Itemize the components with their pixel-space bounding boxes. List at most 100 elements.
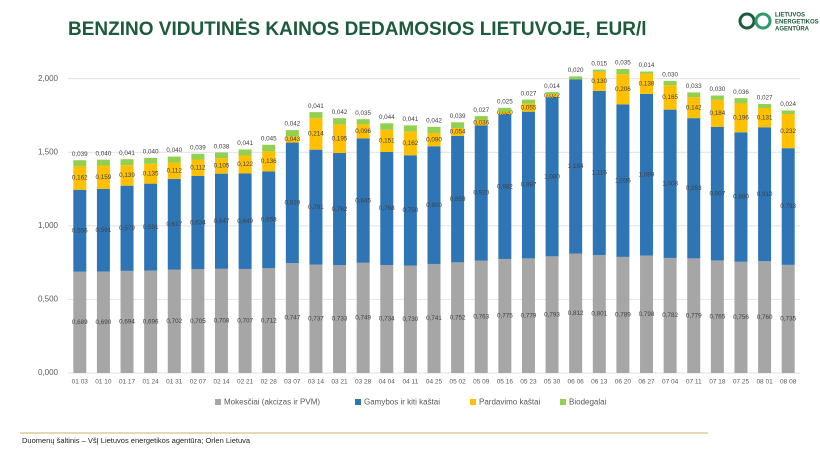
data-label: 0,054: [450, 129, 466, 136]
data-label: 0,036: [733, 89, 749, 96]
bar-segment: [498, 111, 512, 115]
bar-segment: [309, 149, 323, 265]
data-label: 0,779: [686, 312, 702, 319]
logo-text: LIETUVOS: [775, 13, 805, 19]
bar-segment: [616, 74, 630, 105]
data-label: 0,035: [355, 110, 371, 117]
x-tick-label: 06 13: [591, 379, 608, 386]
bar-segment: [167, 269, 181, 373]
bar-segment: [403, 155, 417, 266]
data-label: 0,195: [332, 135, 348, 142]
bar-segment: [262, 268, 276, 373]
data-label: 0,042: [332, 109, 348, 116]
x-tick-label: 05 23: [520, 379, 537, 386]
data-label: 0,027: [473, 107, 489, 114]
data-label: 0,953: [686, 185, 702, 192]
data-label: 0,800: [426, 202, 442, 209]
y-tick-label: 2,000: [38, 74, 59, 83]
bar-segment: [214, 173, 228, 269]
data-label: 0,579: [119, 225, 135, 232]
bar-segment: [214, 152, 228, 159]
bar-segment: [521, 103, 535, 112]
data-label: 0,040: [166, 147, 182, 154]
logo: LIETUVOS ENERGETIKOS AGENTŪRA: [738, 12, 819, 33]
data-label: 0,027: [521, 90, 537, 97]
bar-segment: [120, 270, 134, 373]
data-label: 0,184: [709, 110, 725, 117]
data-label: 0,910: [757, 191, 773, 198]
data-label: 1,080: [544, 174, 560, 181]
x-tick-label: 03 21: [331, 379, 348, 386]
bar-segment: [521, 111, 535, 259]
data-label: 0,055: [521, 104, 537, 111]
bar-segment: [687, 118, 701, 259]
data-label: 0,880: [733, 194, 749, 201]
data-label: 0,798: [639, 311, 655, 318]
legend-label: Biodegalai: [569, 398, 607, 407]
bar-segment: [214, 158, 228, 174]
data-label: 0,096: [355, 128, 371, 135]
data-label: 0,022: [544, 92, 560, 99]
data-label: 0,694: [119, 319, 135, 326]
bar-segment: [120, 165, 134, 186]
bar-segment: [640, 93, 654, 256]
bar-segment: [640, 71, 654, 74]
chart-title: BENZINO VIDUTINĖS KAINOS DEDAMOSIOS LIET…: [68, 19, 647, 40]
x-tick-label: 02 28: [261, 379, 278, 386]
x-tick-label: 06 06: [568, 379, 585, 386]
bar-segment: [238, 173, 252, 269]
bar-segment: [144, 183, 158, 271]
data-label: 0,043: [284, 136, 300, 143]
bar-segment: [73, 160, 87, 166]
bar-segment: [144, 163, 158, 184]
x-tick-label: 07 18: [709, 379, 726, 386]
x-tick-label: 01 03: [72, 379, 89, 386]
bar-segment: [734, 261, 748, 373]
x-tick-label: 01 10: [95, 379, 112, 386]
data-label: 0,165: [662, 94, 678, 101]
legend-swatch: [355, 399, 361, 405]
data-label: 0,779: [521, 312, 537, 319]
data-label: 0,041: [308, 103, 324, 110]
bar-segment: [262, 144, 276, 152]
bar-segment: [238, 155, 252, 174]
bar-segment: [356, 119, 370, 125]
data-label: 0,647: [214, 218, 230, 225]
data-label: 0,131: [757, 114, 773, 121]
y-tick-label: 1,000: [38, 221, 59, 230]
data-label: 0,025: [497, 99, 513, 106]
logo-text: AGENTŪRA: [775, 26, 810, 33]
bar-segment: [451, 135, 465, 263]
bar-segment: [356, 262, 370, 373]
data-label: 0,793: [780, 203, 796, 210]
data-label: 0,782: [662, 312, 678, 319]
bar-segment: [758, 127, 772, 262]
legend-label: Gamybos ir kiti kaštai: [364, 398, 440, 407]
bar-segment: [144, 270, 158, 373]
data-label: 0,812: [568, 310, 584, 317]
bar-segment: [521, 99, 535, 104]
bar-segment: [758, 261, 772, 373]
bar-segment: [427, 263, 441, 373]
bar-segment: [687, 97, 701, 119]
bar-segment: [710, 99, 724, 127]
data-label: 0,741: [426, 315, 442, 322]
logo-mark: [738, 12, 756, 30]
data-label: 0,819: [284, 200, 300, 207]
y-tick-label: 0,500: [38, 295, 59, 304]
data-label: 0,039: [72, 151, 88, 158]
data-label: 0,015: [591, 60, 607, 67]
bar-segment: [545, 94, 559, 98]
data-label: 0,214: [308, 131, 324, 138]
bar-segment: [380, 123, 394, 130]
data-label: 0,151: [379, 138, 395, 145]
data-label: 0,617: [166, 221, 182, 228]
bar-segment: [167, 162, 181, 179]
bar-segment: [96, 165, 110, 189]
bar-segment: [403, 265, 417, 373]
data-label: 0,920: [473, 190, 489, 197]
bar-segment: [96, 271, 110, 373]
data-label: 0,090: [426, 136, 442, 143]
legend-swatch: [560, 399, 566, 405]
data-label: 0,696: [143, 318, 159, 325]
